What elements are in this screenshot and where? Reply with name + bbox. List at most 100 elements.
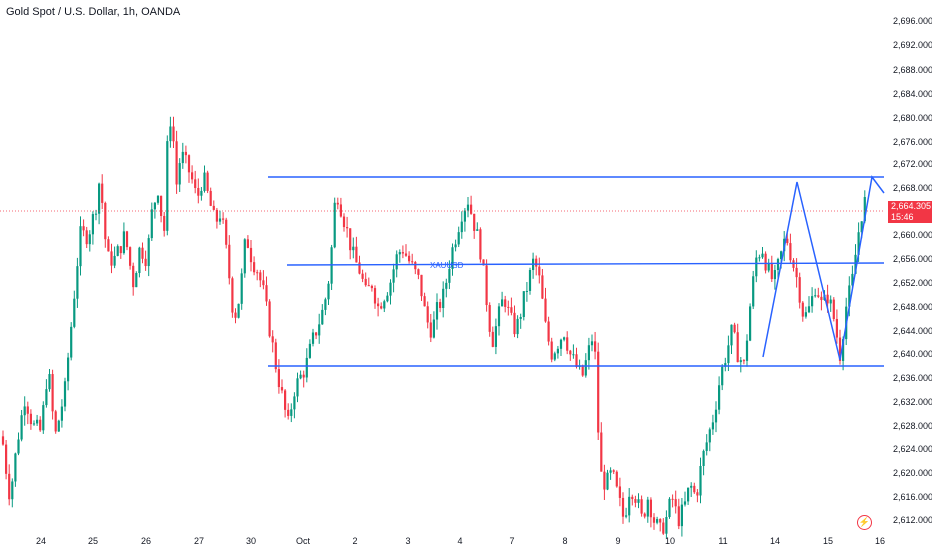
candle-body — [256, 272, 259, 274]
y-tick-label: 2,684.000 — [893, 89, 932, 99]
candle-body — [804, 312, 807, 317]
candle-body — [572, 354, 575, 356]
candle-body — [739, 360, 742, 363]
candle-body — [817, 295, 820, 297]
y-tick-label: 2,628.000 — [893, 421, 932, 431]
y-tick-label: 2,640.000 — [893, 349, 932, 359]
y-tick-label: 2,660.000 — [893, 230, 932, 240]
y-axis[interactable]: 2,696.000 2,692.000 2,688.000 2,684.000 2,68… — [893, 16, 932, 525]
candle-body — [656, 519, 659, 523]
y-tick-label: 2,632.000 — [893, 397, 932, 407]
candle-body — [609, 470, 612, 473]
mid-line[interactable] — [286, 262, 885, 266]
candle-body — [51, 374, 54, 412]
candle-body — [721, 366, 724, 386]
candle-body — [752, 276, 755, 307]
candle-body — [814, 295, 817, 297]
candle-body — [42, 405, 45, 431]
candle-body — [5, 444, 8, 474]
candle-body — [730, 324, 733, 346]
candle-body — [141, 247, 144, 259]
candle-body — [643, 513, 646, 517]
candle-body — [690, 485, 693, 488]
candle-body — [23, 406, 26, 416]
candle-body — [479, 229, 482, 260]
candle-body — [811, 296, 814, 307]
candle-body — [181, 151, 184, 164]
candle-body — [373, 288, 377, 304]
y-tick-label: 2,644.000 — [893, 326, 932, 336]
candle-body — [736, 332, 739, 363]
candle-body — [138, 247, 141, 274]
candle-body — [262, 280, 265, 286]
candle-body — [315, 332, 318, 336]
zigzag-pattern[interactable] — [762, 175, 885, 361]
x-tick-label: 3 — [405, 536, 410, 546]
candle-body — [194, 179, 197, 188]
candle-body — [535, 258, 538, 267]
candle-body — [82, 226, 85, 231]
candle-body — [494, 326, 497, 347]
candle-body — [116, 246, 119, 256]
candle-body — [764, 253, 767, 271]
candle-body — [271, 336, 274, 343]
candle-body — [308, 343, 311, 358]
candle-body — [293, 396, 296, 410]
candle-body — [544, 298, 547, 322]
x-axis[interactable]: 24 25 26 27 30 Oct 2 3 4 7 8 9 10 11 14 15 16 — [36, 536, 885, 546]
candle-body — [70, 326, 73, 358]
candle-body — [215, 209, 218, 222]
candle-body — [361, 273, 364, 279]
candle-body — [625, 515, 628, 517]
y-tick-label: 2,672.000 — [893, 159, 932, 169]
candle-body — [687, 487, 690, 502]
x-tick-label: 24 — [36, 536, 46, 546]
candle-body — [680, 504, 683, 527]
candle-body — [129, 247, 132, 266]
candle-body — [144, 258, 147, 267]
candle-body — [770, 263, 773, 280]
candle-body — [225, 219, 228, 245]
x-tick-label: 26 — [141, 536, 151, 546]
candle-body — [792, 260, 795, 268]
candle-body — [355, 246, 358, 263]
candle-body — [26, 406, 29, 414]
y-tick-label: 2,652.000 — [893, 278, 932, 288]
candle-body — [451, 247, 454, 269]
candle-body — [318, 324, 321, 336]
annotation-label: XAUUSD — [430, 261, 464, 270]
candle-body — [98, 183, 101, 214]
candle-body — [324, 299, 327, 310]
lightning-icon[interactable]: ⚡ — [857, 515, 872, 530]
candle-body — [439, 302, 442, 309]
last-price-value: 2,664.305 — [891, 201, 932, 211]
candle-body — [569, 350, 572, 355]
candle-body — [147, 238, 150, 267]
candle-body — [640, 499, 643, 514]
candle-body — [826, 294, 829, 304]
candle-body — [237, 303, 240, 318]
candle-body — [448, 268, 451, 283]
candle-body — [671, 498, 674, 500]
candle-body — [218, 218, 222, 222]
candle-body — [829, 299, 832, 304]
candle-body — [426, 306, 429, 323]
candle-body — [649, 499, 652, 518]
candle-body — [408, 255, 411, 262]
candle-body — [832, 299, 835, 319]
candle-body — [395, 254, 398, 270]
candle-body — [699, 465, 702, 496]
candle-body — [547, 321, 550, 342]
x-tick-label: 7 — [509, 536, 514, 546]
candle-body — [724, 363, 727, 367]
candle-body — [711, 422, 714, 430]
candle-body — [718, 385, 721, 410]
candle-body — [789, 243, 792, 261]
candle-body — [414, 262, 417, 270]
candle-body — [445, 282, 448, 289]
candle-body — [125, 231, 129, 248]
candle-body — [274, 342, 277, 370]
candle-body — [259, 272, 262, 281]
candle-body — [243, 239, 246, 274]
